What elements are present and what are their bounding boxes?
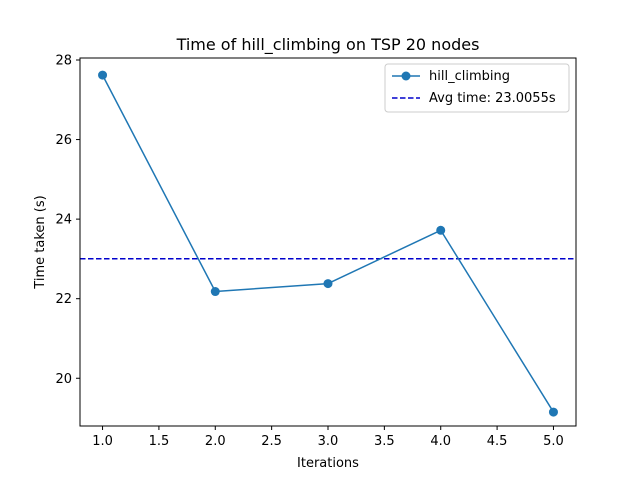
x-tick-label: 5.0	[543, 434, 564, 449]
x-tick-label: 1.5	[149, 434, 170, 449]
y-axis-label: Time taken (s)	[33, 195, 48, 289]
x-tick-label: 3.5	[374, 434, 395, 449]
y-axis: 20 22 24 26 28	[55, 53, 80, 387]
y-tick-label: 26	[55, 133, 72, 148]
data-point	[323, 279, 333, 289]
x-axis-label: Iterations	[297, 456, 359, 471]
x-tick-label: 4.5	[487, 434, 508, 449]
legend-box	[384, 63, 570, 113]
data-point	[436, 225, 446, 235]
legend: hill_climbing Avg time: 23.0055s	[384, 63, 570, 113]
legend-avg-label: Avg time: 23.0055s	[429, 91, 556, 106]
x-tick-label: 1.0	[92, 434, 113, 449]
data-point	[210, 287, 220, 297]
legend-series-label: hill_climbing	[429, 69, 510, 84]
y-tick-label: 24	[55, 213, 72, 228]
chart-title: Time of hill_climbing on TSP 20 nodes	[176, 35, 480, 55]
x-tick-label: 4.0	[430, 434, 451, 449]
x-tick-label: 2.5	[261, 434, 282, 449]
y-tick-label: 22	[55, 292, 72, 307]
y-tick-label: 20	[55, 372, 72, 387]
data-point	[548, 407, 558, 417]
y-tick-label: 28	[55, 53, 72, 68]
legend-series-marker	[401, 71, 411, 81]
x-tick-label: 3.0	[318, 434, 339, 449]
x-axis: 1.0 1.5 2.0 2.5 3.0 3.5 4.0 4.5 5.0	[92, 426, 564, 449]
x-tick-label: 2.0	[205, 434, 226, 449]
plot-area	[80, 70, 576, 417]
data-point	[98, 70, 108, 80]
